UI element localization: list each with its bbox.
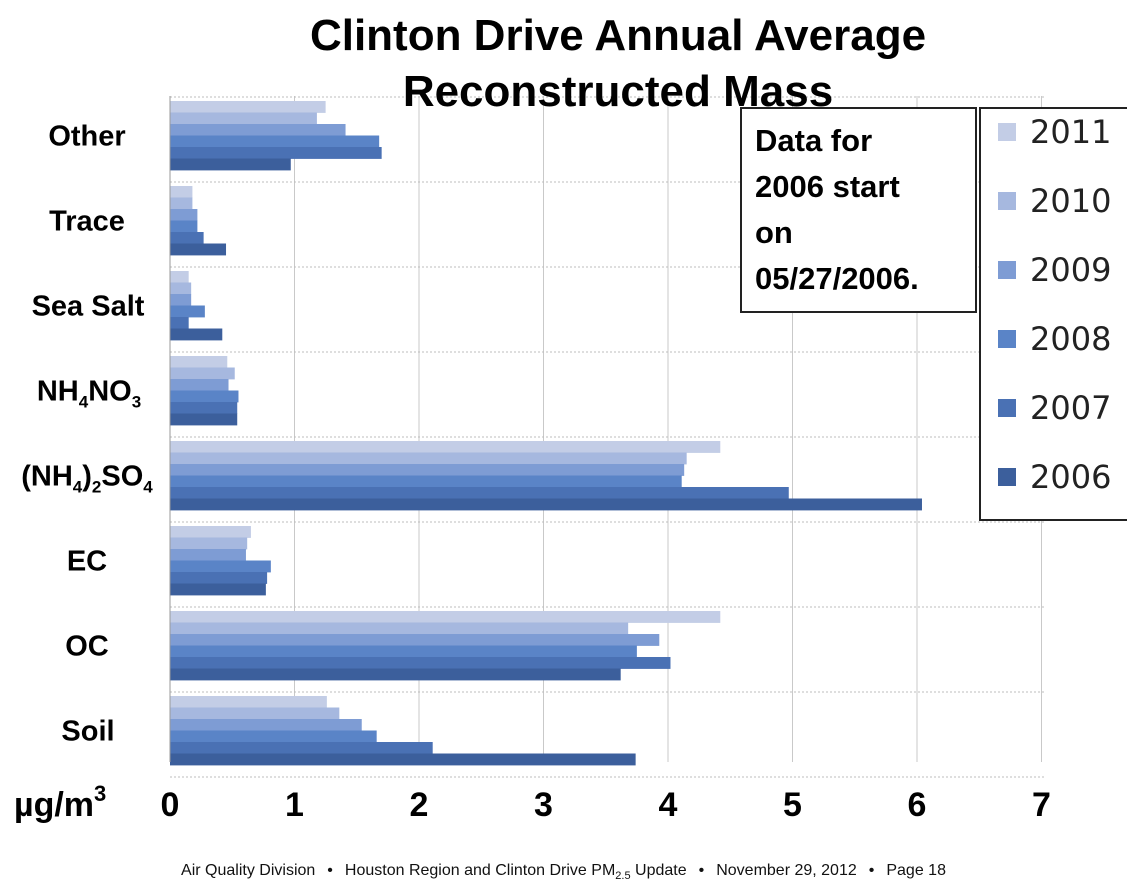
chart: Other Trace Sea Salt NH4NO3 (NH4)2SO4 EC OC Soi… [14, 11, 1127, 824]
bar-2010 [170, 707, 340, 720]
footer-separator: • [698, 862, 705, 879]
bar-2010 [170, 367, 235, 380]
legend-label-2006: 2006 [1030, 458, 1111, 496]
x-tick-label: 5 [783, 786, 802, 824]
bar-2006 [170, 158, 291, 171]
bar-2008 [170, 220, 198, 233]
x-axis-ticks: 0 1 2 3 4 5 6 7 [161, 786, 1051, 824]
bar-2007 [170, 402, 238, 414]
bar-2009 [170, 124, 346, 136]
bar-2011 [170, 356, 228, 368]
bar-2006 [170, 668, 621, 681]
legend-label-2009: 2009 [1030, 251, 1111, 289]
legend-swatch-2007 [998, 399, 1016, 417]
bar-2009 [170, 379, 229, 391]
bar-2011 [170, 271, 189, 283]
legend-swatch-2008 [998, 330, 1016, 348]
bar-2006 [170, 753, 636, 766]
x-tick-label: 4 [659, 786, 678, 824]
bar-2006 [170, 498, 922, 511]
bar-2010 [170, 282, 192, 295]
bar-2008 [170, 645, 637, 658]
bar-2008 [170, 730, 377, 743]
bar-2009 [170, 634, 660, 646]
bar-2011 [170, 101, 326, 113]
footer-page-number: Page 18 [886, 862, 946, 879]
category-label: Trace [49, 206, 125, 238]
footer-presentation-title: Houston Region and Clinton Drive PM2.5 U… [344, 862, 687, 883]
bar-2008 [170, 475, 682, 488]
bar-2007 [170, 317, 189, 329]
footer: Air Quality Division • Houston Region and … [0, 862, 1127, 882]
bar-2007 [170, 487, 789, 499]
bar-2011 [170, 696, 327, 708]
bar-2011 [170, 526, 251, 538]
x-tick-label: 0 [161, 786, 180, 824]
annotation-line-2: 2006 start [755, 169, 900, 204]
footer-separator: • [327, 862, 333, 879]
bar-2008 [170, 560, 271, 573]
bar-2007 [170, 657, 671, 669]
bar-2010 [170, 622, 629, 635]
legend: 2011 2010 2009 2008 2007 2006 [979, 107, 1127, 521]
annotation-line-3: on [755, 215, 793, 250]
bar-2007 [170, 572, 268, 584]
x-tick-label: 3 [534, 786, 553, 824]
legend-swatch-2009 [998, 261, 1016, 279]
bar-2006 [170, 413, 238, 426]
bar-2008 [170, 135, 380, 148]
legend-label-2008: 2008 [1030, 320, 1111, 358]
x-axis-unit-label: µg/m3 [14, 781, 106, 824]
bars-layer [169, 96, 922, 766]
category-label: OC [65, 631, 109, 663]
bar-2009 [170, 209, 198, 221]
legend-swatch-2011 [998, 123, 1016, 141]
legend-label-2011: 2011 [1030, 113, 1111, 151]
bar-2008 [170, 305, 205, 318]
category-label: NH4NO3 [37, 376, 141, 412]
legend-swatch-2010 [998, 192, 1016, 210]
legend-label-2010: 2010 [1030, 182, 1111, 220]
footer-division: Air Quality Division [181, 862, 316, 879]
x-tick-label: 7 [1032, 786, 1051, 824]
bar-2006 [170, 243, 227, 256]
category-label: Sea Salt [32, 291, 145, 323]
x-tick-label: 6 [908, 786, 927, 824]
chart-title-line-1: Clinton Drive Annual Average [310, 11, 926, 60]
legend-swatch-2006 [998, 468, 1016, 486]
bar-2010 [170, 537, 248, 550]
x-tick-label: 2 [410, 786, 429, 824]
bar-2006 [170, 328, 223, 341]
bar-2008 [170, 390, 239, 403]
category-label: (NH4)2SO4 [21, 461, 153, 497]
bar-2009 [170, 549, 246, 561]
bar-2010 [170, 452, 687, 465]
bar-2007 [170, 147, 382, 159]
category-label: Other [48, 121, 125, 153]
footer-separator: • [868, 862, 875, 879]
annotation-box: Data for 2006 start on 05/27/2006. [740, 107, 977, 313]
footer-date: November 29, 2012 [716, 862, 857, 879]
bar-2009 [170, 464, 685, 476]
x-tick-label: 1 [285, 786, 304, 824]
legend-label-2007: 2007 [1030, 389, 1111, 427]
bar-2011 [170, 186, 193, 198]
bar-2009 [170, 294, 192, 306]
bar-2011 [170, 441, 721, 453]
bar-2007 [170, 232, 204, 244]
annotation-line-1: Data for [755, 123, 872, 158]
category-labels: Other Trace Sea Salt NH4NO3 (NH4)2SO4 EC OC Soi… [21, 121, 153, 748]
category-label: EC [67, 546, 107, 578]
category-label: Soil [61, 716, 114, 748]
annotation-line-4: 05/27/2006. [755, 261, 919, 296]
bar-2009 [170, 719, 362, 731]
bar-2007 [170, 742, 433, 754]
bar-2010 [170, 112, 317, 125]
bar-2010 [170, 197, 193, 210]
legend-items: 2011 2010 2009 2008 2007 2006 [998, 113, 1111, 496]
bar-2006 [170, 583, 266, 596]
bar-2011 [170, 611, 721, 623]
